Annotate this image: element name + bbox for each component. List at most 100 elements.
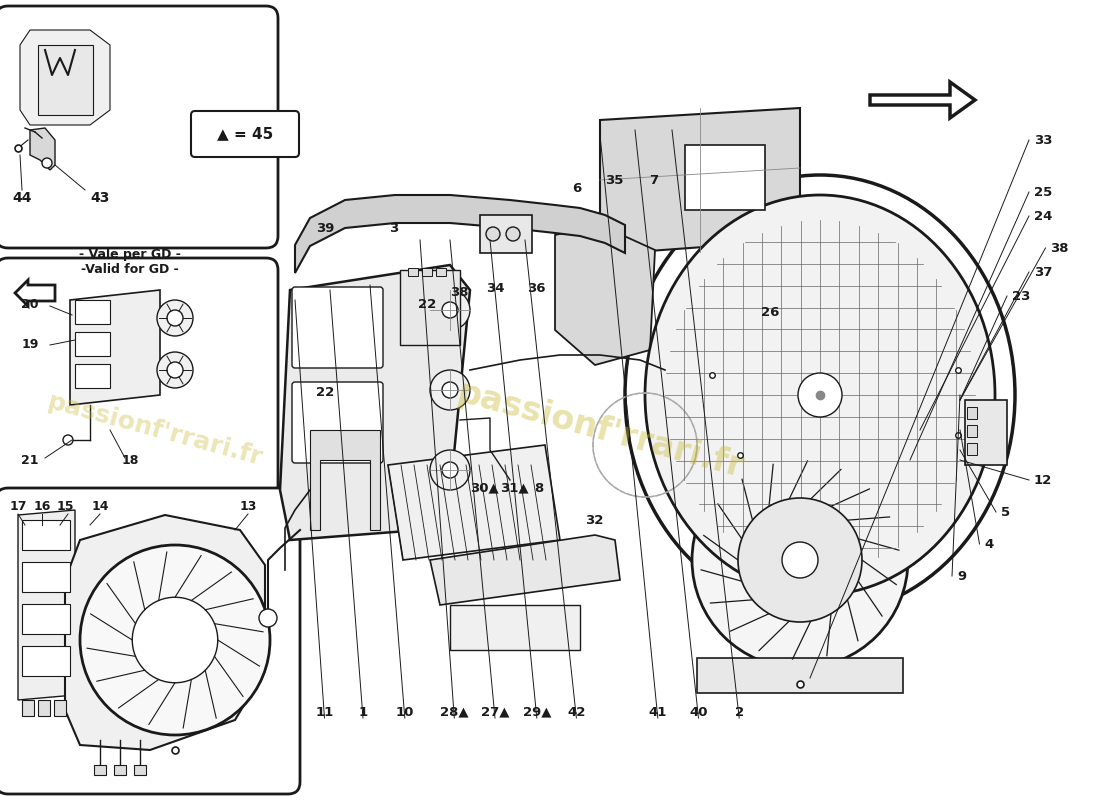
- Circle shape: [42, 158, 52, 168]
- Text: 27▲: 27▲: [481, 706, 509, 718]
- Circle shape: [442, 382, 458, 398]
- Circle shape: [430, 370, 470, 410]
- Circle shape: [132, 598, 218, 682]
- Text: 19: 19: [21, 338, 38, 351]
- Circle shape: [80, 545, 270, 735]
- Text: 34: 34: [486, 282, 504, 294]
- Text: 3: 3: [389, 222, 398, 234]
- Bar: [114, 765, 126, 775]
- Text: 11: 11: [316, 706, 333, 718]
- Text: 25: 25: [1034, 186, 1053, 198]
- Text: 18: 18: [121, 454, 139, 466]
- Circle shape: [157, 352, 192, 388]
- Text: 37: 37: [1034, 266, 1053, 278]
- Text: 2: 2: [735, 706, 744, 718]
- Bar: [134, 765, 146, 775]
- Bar: [436, 268, 446, 276]
- Circle shape: [506, 227, 520, 241]
- Text: 22: 22: [418, 298, 436, 310]
- Polygon shape: [388, 445, 560, 560]
- Bar: [75, 300, 110, 324]
- Polygon shape: [870, 82, 975, 118]
- FancyBboxPatch shape: [191, 111, 299, 157]
- Bar: [967, 407, 977, 419]
- Text: 5: 5: [1001, 506, 1010, 518]
- Circle shape: [167, 362, 183, 378]
- Polygon shape: [30, 128, 55, 170]
- Circle shape: [157, 300, 192, 336]
- Bar: [22, 562, 70, 592]
- Bar: [965, 400, 1007, 465]
- FancyBboxPatch shape: [292, 287, 383, 368]
- Polygon shape: [697, 658, 903, 693]
- Text: 30▲: 30▲: [470, 482, 498, 494]
- Bar: [22, 646, 70, 676]
- Text: 28▲: 28▲: [440, 706, 469, 718]
- Bar: [22, 604, 70, 634]
- FancyBboxPatch shape: [292, 382, 383, 463]
- Bar: [967, 425, 977, 437]
- Polygon shape: [430, 535, 620, 605]
- Text: 7: 7: [649, 174, 658, 186]
- Text: 43: 43: [90, 191, 110, 205]
- Text: 14: 14: [91, 499, 109, 513]
- Text: 10: 10: [396, 706, 414, 718]
- Text: 6: 6: [572, 182, 581, 194]
- Text: 23: 23: [1012, 290, 1031, 302]
- Bar: [54, 700, 66, 716]
- Ellipse shape: [645, 195, 996, 595]
- Polygon shape: [295, 195, 625, 273]
- Bar: [450, 605, 580, 650]
- Bar: [480, 215, 532, 253]
- Text: 33: 33: [1034, 134, 1053, 146]
- Text: 15: 15: [56, 499, 74, 513]
- Text: 13: 13: [240, 499, 256, 513]
- Text: 42: 42: [568, 706, 585, 718]
- Circle shape: [258, 609, 277, 627]
- Text: 8: 8: [535, 482, 543, 494]
- Text: 32: 32: [585, 514, 603, 526]
- Text: 38: 38: [451, 286, 469, 298]
- Polygon shape: [70, 290, 160, 405]
- Text: 35: 35: [605, 174, 623, 186]
- Polygon shape: [600, 108, 800, 252]
- Text: 39: 39: [317, 222, 334, 234]
- Bar: [75, 364, 110, 388]
- Circle shape: [430, 450, 470, 490]
- Text: 20: 20: [21, 298, 38, 311]
- Circle shape: [430, 290, 470, 330]
- Bar: [22, 520, 70, 550]
- Text: passionf'rrari.fr: passionf'rrari.fr: [45, 390, 265, 470]
- Bar: [22, 700, 34, 716]
- Circle shape: [738, 498, 862, 622]
- Polygon shape: [310, 430, 380, 530]
- Circle shape: [486, 227, 500, 241]
- Bar: [408, 268, 418, 276]
- Text: 9: 9: [957, 570, 966, 582]
- Polygon shape: [280, 265, 470, 540]
- FancyBboxPatch shape: [0, 6, 278, 248]
- Polygon shape: [20, 30, 110, 125]
- Text: 40: 40: [690, 706, 707, 718]
- Circle shape: [692, 452, 907, 668]
- Circle shape: [442, 302, 458, 318]
- Bar: [422, 268, 432, 276]
- Text: 44: 44: [12, 191, 32, 205]
- Text: 38: 38: [1050, 242, 1069, 254]
- Circle shape: [798, 373, 842, 417]
- Text: 41: 41: [649, 706, 667, 718]
- FancyBboxPatch shape: [0, 488, 300, 794]
- Text: 1: 1: [359, 706, 367, 718]
- Circle shape: [167, 310, 183, 326]
- Polygon shape: [65, 515, 265, 750]
- Text: 16: 16: [33, 499, 51, 513]
- Bar: [75, 332, 110, 356]
- Circle shape: [442, 462, 458, 478]
- Text: 17: 17: [9, 499, 26, 513]
- Text: 31▲: 31▲: [500, 482, 529, 494]
- Text: 36: 36: [528, 282, 546, 294]
- Polygon shape: [556, 225, 654, 365]
- Circle shape: [63, 435, 73, 445]
- Text: - Vale per GD -
-Valid for GD -: - Vale per GD - -Valid for GD -: [79, 248, 180, 276]
- Text: 22: 22: [317, 386, 334, 398]
